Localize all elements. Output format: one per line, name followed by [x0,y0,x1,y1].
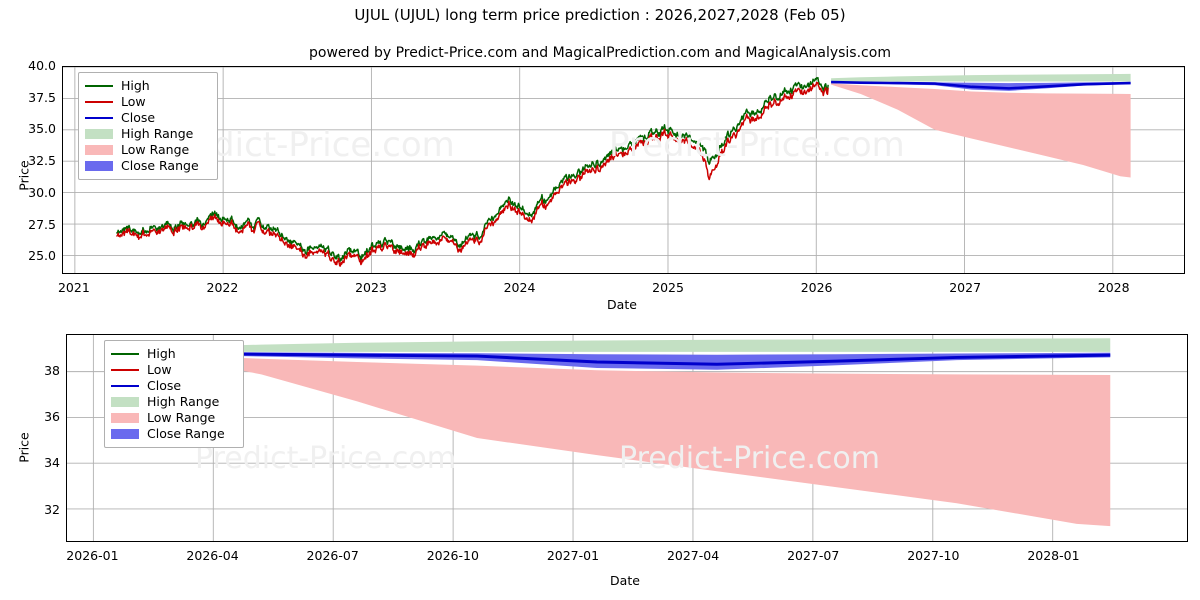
detail-x-tick: 2026-07 [306,548,359,563]
overview-x-tick: 2025 [652,280,684,295]
detail-y-tick: 36 [44,409,60,425]
legend-swatch [85,161,113,171]
legend-item-close-range: Close Range [111,426,236,442]
overview-low-range-band [831,83,1131,178]
legend-line-icon [85,111,113,125]
overview-plot-area: Predict-Price.com Predict-Price.com [62,66,1185,274]
legend-item-close-range: Close Range [85,158,210,174]
overview-x-tick: 2021 [57,280,90,295]
legend-patch-icon [111,395,139,409]
overview-plot-svg [63,67,1184,273]
legend-item-close: Close [85,110,210,126]
overview-close-line [831,80,1131,90]
page-title: UJUL (UJUL) long term price prediction :… [354,6,846,24]
legend-item-low: Low [111,362,236,378]
legend-patch-icon [85,127,113,141]
overview-panel: Price Predict-Price.com Predict-Price.co… [17,58,1185,312]
legend-item-label: Low [147,362,172,377]
legend-swatch [111,429,139,439]
overview-legend: High Low Close High Range Low Range Close Ran… [78,72,218,180]
legend-swatch [85,85,113,88]
legend-item-label: Low Range [147,410,216,425]
overview-x-tick: 2027 [949,280,982,295]
overview-x-tick: 2028 [1097,280,1130,295]
legend-item-label: High Range [121,126,194,141]
detail-x-tick: 2026-10 [426,548,479,563]
legend-line-icon [111,379,139,393]
legend-patch-icon [111,411,139,425]
detail-x-tick: 2026-01 [66,548,119,563]
detail-legend: High Low Close High Range Low Range Close Ran… [104,340,244,448]
legend-item-label: Close [121,110,156,125]
legend-item-label: Close Range [121,158,199,173]
legend-swatch [111,369,139,372]
overview-x-tick: 2023 [355,280,387,295]
legend-swatch [85,101,113,104]
overview-y-tick: 32.5 [28,153,56,169]
legend-line-icon [111,347,139,361]
legend-swatch [85,129,113,139]
overview-y-tick: 30.0 [28,184,56,200]
legend-item-label: High [147,346,176,361]
legend-item-low: Low [85,94,210,110]
legend-patch-icon [85,159,113,173]
detail-close-line [179,351,1111,366]
legend-item-label: Close Range [147,426,225,441]
legend-line-icon [85,95,113,109]
legend-item-label: Low Range [121,142,190,157]
legend-patch-icon [111,427,139,441]
legend-patch-icon [85,143,113,157]
detail-low-range-band [179,355,1111,527]
detail-y-tick: 34 [44,455,60,471]
detail-x-tick: 2026-04 [186,548,239,563]
overview-y-tick: 25.0 [28,248,56,264]
legend-item-label: High Range [147,394,220,409]
overview-y-tick: 37.5 [28,89,56,105]
overview-x-axis-label: Date [607,297,637,312]
legend-swatch [85,117,113,120]
legend-swatch [111,397,139,407]
legend-item-label: High [121,78,150,93]
detail-x-tick: 2028-01 [1027,548,1080,563]
legend-line-icon [85,79,113,93]
page-subtitle: powered by Predict-Price.com and Magical… [309,45,891,61]
legend-line-icon [111,363,139,377]
overview-x-tick: 2026 [800,280,833,295]
detail-panel: Price Predict-Price.com Predict-Price.co… [0,310,1200,600]
overview-x-tick: 2022 [206,280,239,295]
legend-item-low-range: Low Range [85,142,210,158]
detail-x-tick: 2027-04 [666,548,720,563]
legend-item-low-range: Low Range [111,410,236,426]
legend-swatch [111,413,139,423]
legend-item-label: Low [121,94,146,109]
overview-x-tick: 2024 [503,280,536,295]
legend-swatch [111,353,139,356]
detail-x-tick: 2027-07 [787,548,840,563]
overview-history-low-line [116,81,829,267]
overview-y-tick: 40.0 [28,58,56,73]
overview-y-tick: 35.0 [28,121,56,137]
legend-item-close: Close [111,378,236,394]
detail-y-tick: 38 [44,362,60,378]
detail-y-tick: 32 [44,501,60,517]
legend-swatch [85,145,113,155]
legend-item-high: High [85,78,210,94]
detail-x-axis-label: Date [610,573,640,588]
legend-item-high-range: High Range [85,126,210,142]
detail-high-range-band [179,338,1111,352]
legend-item-high-range: High Range [111,394,236,410]
legend-swatch [111,385,139,388]
legend-item-high: High [111,346,236,362]
detail-x-tick: 2027-10 [907,548,960,563]
detail-plot-area: Predict-Price.com Predict-Price.com [66,334,1188,542]
detail-x-tick: 2027-01 [546,548,600,563]
overview-y-tick: 27.5 [28,216,56,232]
overview-high-range-band [831,73,1131,82]
detail-plot-svg [67,335,1187,541]
overview-history-high-line [115,76,829,262]
legend-item-label: Close [147,378,182,393]
